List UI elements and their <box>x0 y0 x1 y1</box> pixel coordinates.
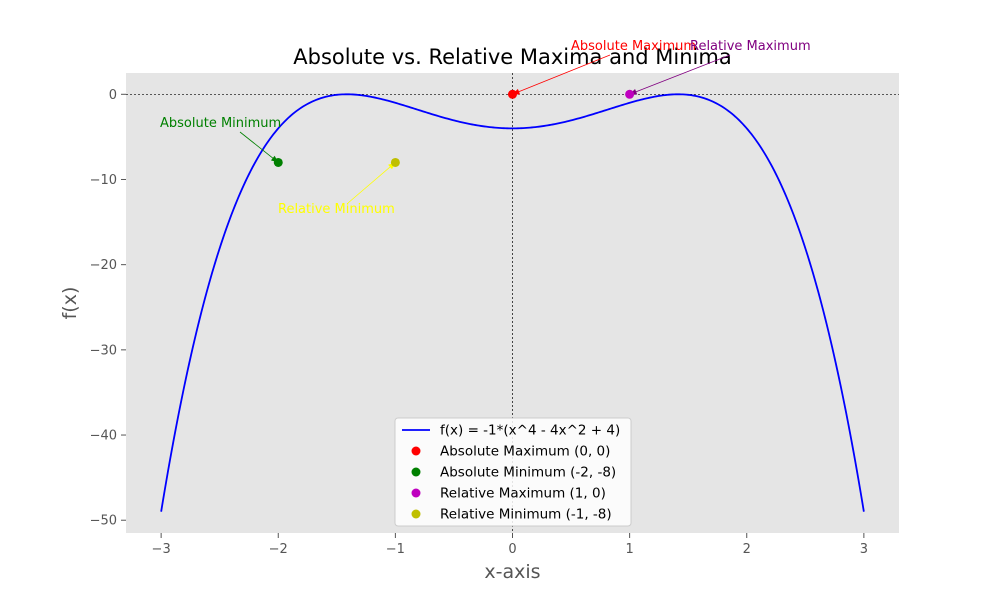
point-marker <box>390 157 400 167</box>
point-marker <box>625 89 635 99</box>
annotation-label: Absolute Minimum <box>160 116 281 131</box>
legend-marker-swatch <box>411 488 421 498</box>
function-curve <box>160 93 865 512</box>
chart-title: Absolute vs. Relative Maxima and Minima <box>293 45 731 69</box>
y-axis-label: f(x) <box>59 287 81 320</box>
x-tick-label: −2 <box>269 542 288 557</box>
annotation-arrow <box>347 162 396 204</box>
legend-entry: Absolute Maximum (0, 0) <box>440 444 610 460</box>
legend-marker-swatch <box>411 446 421 456</box>
legend-entry: Absolute Minimum (-2, -8) <box>440 465 616 481</box>
x-tick-label: 0 <box>508 542 516 557</box>
legend-marker-swatch <box>411 509 421 519</box>
x-tick-label: 1 <box>625 542 633 557</box>
y-tick-label: −40 <box>90 429 117 444</box>
point-marker <box>508 89 517 99</box>
annotation-arrow <box>629 54 731 95</box>
annotation-label: Absolute Maximum <box>571 39 696 54</box>
x-axis-label: x-axis <box>484 561 540 583</box>
x-tick-label: 3 <box>860 542 868 557</box>
legend-box <box>394 417 632 527</box>
reference-lines <box>126 73 899 533</box>
x-tick-label: −3 <box>152 542 171 557</box>
x-axis-ticks: −3 −2 −1 0 1 2 3 <box>152 533 868 557</box>
annotation-arrow <box>512 54 611 95</box>
y-tick-label: −50 <box>90 514 117 529</box>
legend-marker-swatch <box>411 467 421 477</box>
point-marker <box>273 157 283 167</box>
y-axis-ticks: 0 −10 −20 −30 −40 −50 <box>90 88 126 529</box>
annotations: Absolute Maximum Absolute Minimum Relative… <box>160 39 811 217</box>
legend-entry: f(x) = -1*(x^4 - 4x^2 + 4) <box>440 423 620 439</box>
marked-points <box>273 89 635 167</box>
y-tick-label: −20 <box>90 258 117 273</box>
x-tick-label: 2 <box>743 542 751 557</box>
legend: f(x) = -1*(x^4 - 4x^2 + 4) Absolute Maxim… <box>394 417 632 527</box>
y-tick-label: −30 <box>90 343 117 358</box>
x-tick-label: −1 <box>386 542 405 557</box>
annotation-label: Relative Maximum <box>690 39 811 54</box>
legend-entry: Relative Maximum (1, 0) <box>440 486 606 502</box>
annotation-label: Relative Minimum <box>278 202 395 217</box>
annotation-arrow <box>239 131 279 163</box>
y-tick-label: −10 <box>90 173 117 188</box>
legend-entry: Relative Minimum (-1, -8) <box>440 507 612 523</box>
y-tick-label: 0 <box>109 88 117 103</box>
